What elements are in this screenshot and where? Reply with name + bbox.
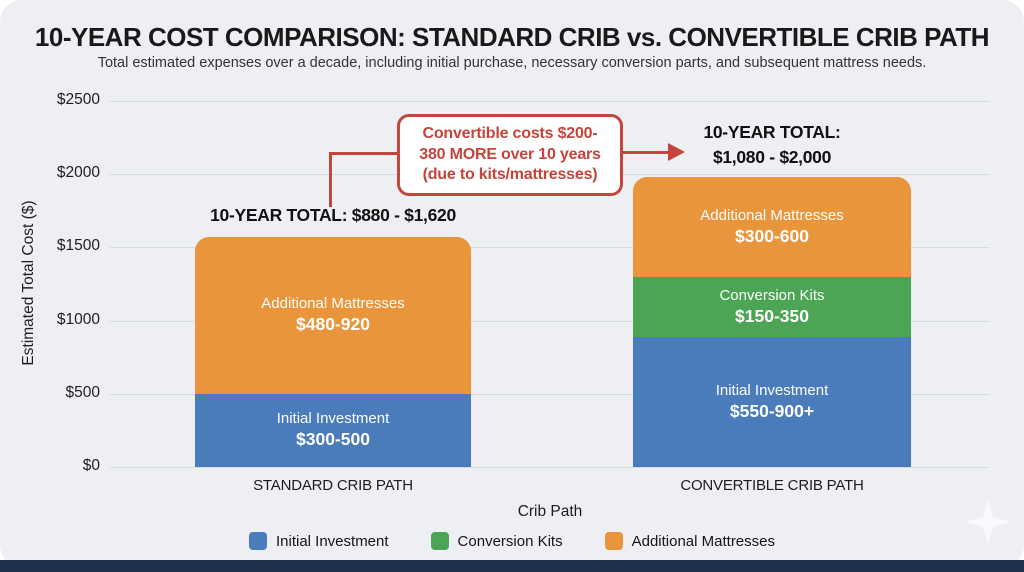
annotation-connector-horizontal: [329, 152, 399, 155]
bar-segment-additional-mattresses-0: Additional Mattresses $480-920: [195, 237, 471, 394]
segment-range-label: $150-350: [735, 305, 809, 326]
annotation-callout: Convertible costs $200- 380 MORE over 10…: [397, 114, 623, 196]
annotation-line3: (due to kits/mattresses): [422, 166, 598, 184]
bar-segment-additional-mattresses-1: Additional Mattresses $300-600: [633, 177, 911, 277]
standard-total-label: 10-YEAR TOTAL: $880 - $1,620: [210, 205, 456, 225]
legend-swatch-icon: [248, 532, 267, 550]
plot-area: Initial Investment $300-500 Additional Mat…: [110, 101, 990, 468]
legend-label: Initial Investment: [275, 532, 389, 550]
bottom-border-strip: [0, 560, 1024, 572]
segment-name-label: Additional Mattresses: [261, 295, 405, 313]
y-tick-label-1000: $1000: [56, 310, 100, 328]
segment-range-label: $300-600: [735, 225, 809, 246]
bar-segment-initial-investment-1: Initial Investment $550-900+: [633, 336, 911, 467]
annotation-connector-vertical: [329, 152, 332, 207]
chart-title: 10-YEAR COST COMPARISON: STANDARD CRIB v…: [34, 22, 990, 52]
y-tick-label-1500: $1500: [56, 237, 100, 255]
y-tick-label-2500: $2500: [56, 91, 100, 108]
legend-label: Conversion Kits: [457, 532, 563, 550]
annotation-line2: 380 MORE over 10 years: [419, 145, 601, 163]
gridline-0: [110, 467, 990, 468]
segment-name-label: Initial Investment: [276, 410, 390, 428]
gridline-500: [110, 393, 990, 395]
segment-range-label: $300-500: [296, 429, 370, 450]
annotation-arrow-line: [623, 151, 671, 154]
chart-legend: Initial Investment Conversion Kits Additio…: [0, 532, 1024, 550]
y-tick-label-2000: $2000: [56, 164, 100, 182]
x-category-convertible: CONVERTIBLE CRIB PATH: [680, 477, 864, 494]
convertible-total-line2: $1,080 - $2,000: [712, 147, 832, 168]
annotation-arrow-head-icon: [668, 143, 685, 161]
x-axis-title: Crib Path: [517, 503, 583, 520]
segment-name-label: Conversion Kits: [719, 286, 825, 304]
convertible-total-label: 10-YEAR TOTAL: $1,080 - $2,000: [633, 120, 911, 171]
legend-label: Additional Mattresses: [631, 532, 775, 550]
x-category-standard: STANDARD CRIB PATH: [253, 477, 413, 494]
y-tick-label-0: $0: [82, 457, 100, 474]
legend-item-conversion-kits: Conversion Kits: [430, 532, 563, 550]
convertible-total-line1: 10-YEAR TOTAL:: [703, 122, 841, 142]
chart-subtitle: Total estimated expenses over a decade, …: [97, 55, 927, 71]
legend-swatch-icon: [430, 532, 449, 550]
gridline-1000: [110, 320, 990, 322]
legend-item-initial-investment: Initial Investment: [248, 532, 389, 550]
segment-range-label: $550-900+: [729, 400, 815, 421]
legend-item-additional-mattresses: Additional Mattresses: [604, 532, 775, 550]
gridline-1500: [110, 247, 990, 249]
annotation-line1: Convertible costs $200-: [422, 124, 598, 142]
y-tick-label-500: $500: [65, 383, 100, 401]
legend-swatch-icon: [604, 532, 623, 550]
segment-name-label: Additional Mattresses: [700, 206, 844, 224]
segment-name-label: Initial Investment: [715, 381, 829, 399]
bar-segment-conversion-kits-1: Conversion Kits $150-350: [633, 276, 911, 337]
gridline-2500: [110, 101, 990, 102]
segment-range-label: $480-920: [296, 314, 370, 335]
bar-segment-initial-investment-0: Initial Investment $300-500: [195, 393, 471, 467]
